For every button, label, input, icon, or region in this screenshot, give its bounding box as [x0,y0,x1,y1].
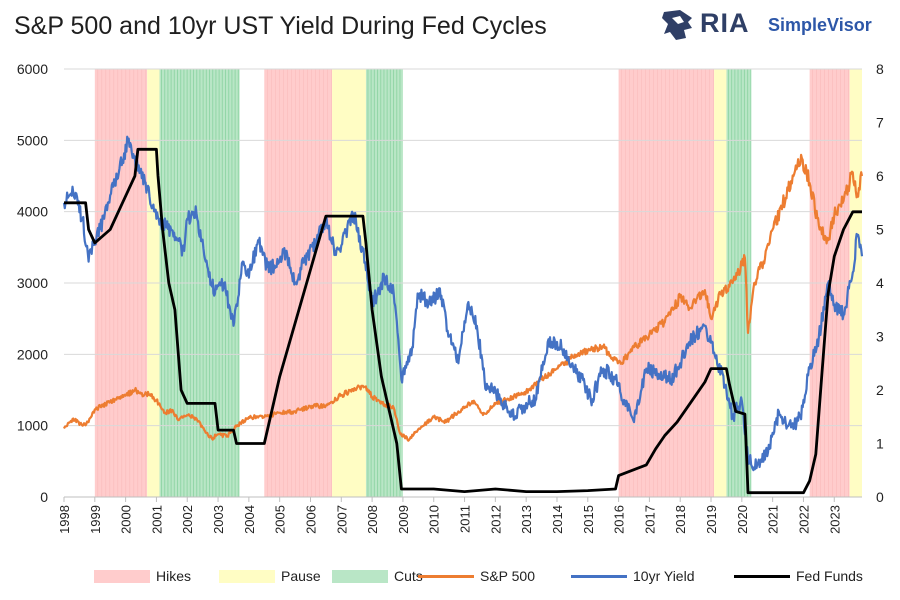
yield-swatch [571,574,627,578]
right-tick-label: 4 [876,275,884,291]
legend-item-sp500: S&P 500 [418,566,535,586]
left-tick-label: 2000 [17,346,48,362]
legend-label-hikes: Hikes [156,568,192,584]
right-tick-label: 3 [876,329,884,345]
x-tick-label: 2017 [642,505,657,534]
x-tick-label: 2008 [365,505,380,534]
fedfunds-swatch [734,574,790,578]
x-tick-label: 2020 [735,505,750,534]
right-tick-label: 5 [876,222,884,238]
x-tick-label: 1999 [88,505,103,534]
cuts-swatch [332,569,388,583]
left-tick-label: 1000 [17,418,48,434]
left-tick-label: 3000 [17,275,48,291]
logo-ria-text: RIA [700,8,750,38]
x-tick-label: 1998 [57,505,72,534]
legend-label-fedfunds: Fed Funds [796,568,863,584]
x-tick-label: 2013 [519,505,534,534]
x-tick-label: 2022 [796,505,811,534]
legend-item-pause: Pause [219,566,321,586]
x-tick-label: 2014 [550,505,565,534]
left-tick-label: 5000 [17,132,48,148]
x-tick-label: 2001 [149,505,164,534]
x-tick-label: 2003 [211,505,226,534]
pause-swatch [219,569,275,583]
legend-item-cuts: Cuts [332,566,423,586]
right-tick-label: 0 [876,489,884,505]
series-lines [62,135,864,495]
right-tick-label: 6 [876,168,884,184]
legend: Hikes Pause Cuts S&P 500 10yr Yield Fed … [0,560,900,590]
right-tick-label: 2 [876,382,884,398]
x-tick-label: 2004 [242,505,257,534]
fedfunds-line [64,147,862,495]
axes: 0 1000 2000 3000 4000 5000 6000 0 1 2 3 4 5 6 7 8 1998 19… [17,61,884,534]
ria-logo: RIA SimpleVisor [658,4,890,44]
chart-svg: 0 1000 2000 3000 4000 5000 6000 0 1 2 3 4 5 6 7 8 1998 19… [17,61,884,534]
x-tick-label: 2010 [427,505,442,534]
x-tick-label: 2006 [303,505,318,534]
left-tick-label: 0 [40,489,48,505]
hikes-swatch [94,569,150,583]
x-tick-label: 2012 [488,505,503,534]
x-tick-label: 2005 [273,505,288,534]
legend-item-yield: 10yr Yield [571,566,694,586]
x-tick-label: 2021 [766,505,781,534]
x-tick-label: 2009 [396,505,411,534]
yield-line [62,135,864,472]
legend-label-sp500: S&P 500 [480,568,536,584]
legend-label-cuts: Cuts [394,568,423,584]
chart-title: S&P 500 and 10yr UST Yield During Fed Cy… [14,12,547,40]
x-tick-label: 2019 [704,505,719,534]
lion-icon [662,10,692,40]
x-tick-label: 2011 [458,505,473,533]
x-tick-label: 2007 [334,505,349,534]
right-tick-label: 8 [876,61,884,77]
legend-label-yield: 10yr Yield [633,568,695,584]
left-tick-label: 4000 [17,204,48,220]
right-tick-label: 1 [876,436,884,452]
right-tick-label: 7 [876,115,884,131]
x-tick-label: 2018 [673,505,688,534]
x-tick-label: 2023 [827,505,842,534]
sp500-line [63,153,864,442]
logo-simplevisor-text: SimpleVisor [768,15,872,35]
x-tick-label: 2002 [180,505,195,534]
x-tick-label: 2015 [581,505,596,534]
sp500-swatch [418,574,474,578]
left-tick-label: 6000 [17,61,48,77]
x-tick-label: 2000 [119,505,134,534]
legend-item-fedfunds: Fed Funds [734,566,863,586]
legend-item-hikes: Hikes [94,566,191,586]
x-tick-label: 2016 [612,505,627,534]
legend-label-pause: Pause [281,568,321,584]
